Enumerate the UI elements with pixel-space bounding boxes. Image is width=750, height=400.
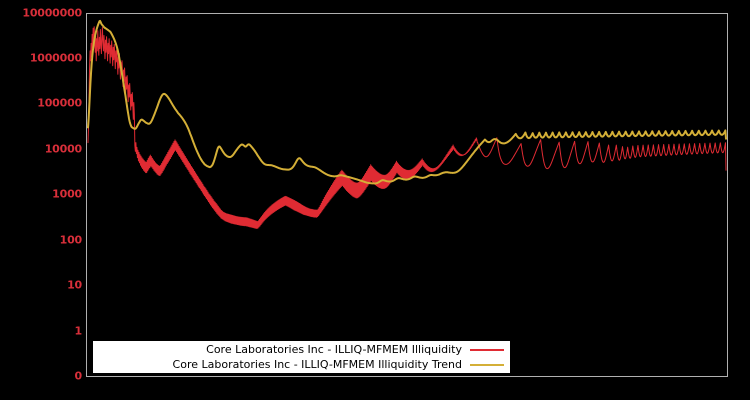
y-tick-label: 1000000 — [29, 51, 82, 65]
y-tick-label: 10000000 — [22, 6, 82, 20]
y-axis-tick-labels: 10000000 1000000 100000 10000 1000 100 10 1 0 — [0, 0, 82, 400]
y-tick-label: 0 — [74, 369, 83, 383]
chart-lines — [87, 14, 727, 376]
legend-entry[interactable]: Core Laboratories Inc - ILLIQ-MFMEM Illi… — [93, 342, 510, 357]
legend-label: Core Laboratories Inc - ILLIQ-MFMEM Illi… — [206, 343, 462, 356]
series-line — [88, 27, 726, 229]
y-tick-label: 100000 — [37, 96, 82, 110]
y-tick-label: 10 — [67, 278, 82, 292]
legend-color-swatch — [470, 363, 504, 366]
y-tick-label: 1000 — [52, 187, 82, 201]
chart-legend[interactable]: Core Laboratories Inc - ILLIQ-MFMEM Illi… — [93, 341, 510, 373]
legend-entry[interactable]: Core Laboratories Inc - ILLIQ-MFMEM Illi… — [93, 357, 510, 372]
legend-label: Core Laboratories Inc - ILLIQ-MFMEM Illi… — [172, 358, 462, 371]
plot-area — [86, 13, 728, 377]
legend-color-swatch — [470, 348, 504, 351]
series-line — [88, 21, 726, 184]
y-tick-label: 1 — [74, 324, 83, 338]
y-tick-label: 10000 — [44, 142, 82, 156]
y-tick-label: 100 — [59, 233, 83, 247]
